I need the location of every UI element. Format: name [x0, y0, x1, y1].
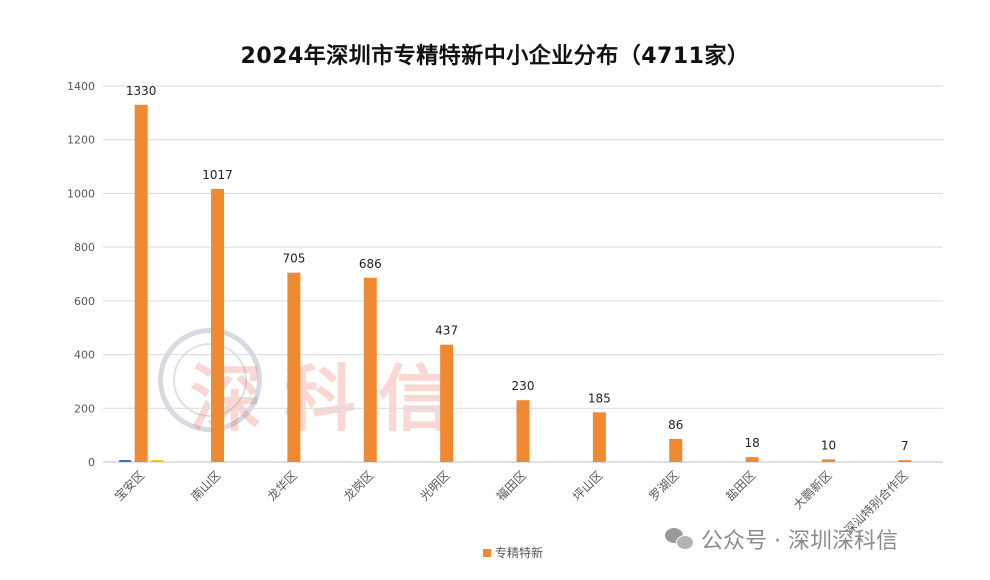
seal-inner-ring: [173, 343, 247, 417]
data-label: 7: [901, 439, 909, 453]
x-tick-label: 大鹏新区: [790, 468, 835, 513]
data-label: 1330: [126, 84, 157, 98]
legend-swatch: [483, 549, 491, 557]
x-tick-label: 盐田区: [723, 468, 758, 503]
y-tick-label: 200: [74, 402, 95, 415]
y-tick-label: 600: [74, 295, 95, 308]
y-tick-label: 1400: [67, 80, 95, 93]
wechat-icon: [665, 528, 694, 550]
stub-bar: [119, 460, 132, 462]
y-tick-label: 400: [74, 349, 95, 362]
bar-4: [440, 344, 454, 462]
data-label: 86: [668, 418, 683, 432]
bar-3: [363, 277, 377, 462]
data-label: 437: [435, 324, 458, 338]
data-label: 18: [744, 436, 759, 450]
bar-5: [516, 400, 530, 462]
y-tick-label: 1200: [67, 134, 95, 147]
x-tick-label: 罗湖区: [646, 468, 682, 504]
y-tick-label: 1000: [67, 187, 95, 200]
bar-7: [669, 438, 683, 462]
data-label: 230: [512, 379, 535, 393]
bar-8: [745, 457, 759, 462]
bar-6: [592, 412, 606, 462]
y-tick-label: 800: [74, 241, 95, 254]
legend-label: 专精特新: [495, 545, 543, 560]
data-label: 185: [588, 391, 611, 405]
bar-10: [898, 460, 912, 462]
data-label: 1017: [202, 168, 233, 182]
bar-1: [211, 188, 225, 462]
bar-9: [821, 459, 835, 462]
data-label: 686: [359, 257, 382, 271]
seal-stamp: [158, 328, 262, 432]
bar-2: [287, 272, 301, 462]
bar-0: [134, 104, 148, 463]
x-tick-label: 龙华区: [265, 468, 300, 503]
data-label: 10: [821, 438, 836, 452]
watermark-text: 公众号 · 深圳深科信: [701, 529, 898, 554]
y-tick-label: 0: [88, 456, 95, 469]
x-tick-label: 南山区: [188, 468, 224, 504]
x-tick-label: 龙岗区: [341, 468, 376, 503]
x-tick-label: 宝安区: [111, 468, 147, 504]
x-tick-label: 福田区: [493, 468, 529, 504]
stamp-watermark-text: 深科信: [190, 356, 473, 441]
data-label: 705: [282, 252, 305, 266]
stub-bar: [151, 460, 164, 462]
chart-title: 2024年深圳市专精特新中小企业分布（4711家）: [240, 44, 750, 69]
watermark: 公众号 · 深圳深科信: [665, 523, 898, 555]
x-tick-label: 光明区: [417, 468, 452, 503]
x-tick-label: 坪山区: [570, 468, 605, 503]
